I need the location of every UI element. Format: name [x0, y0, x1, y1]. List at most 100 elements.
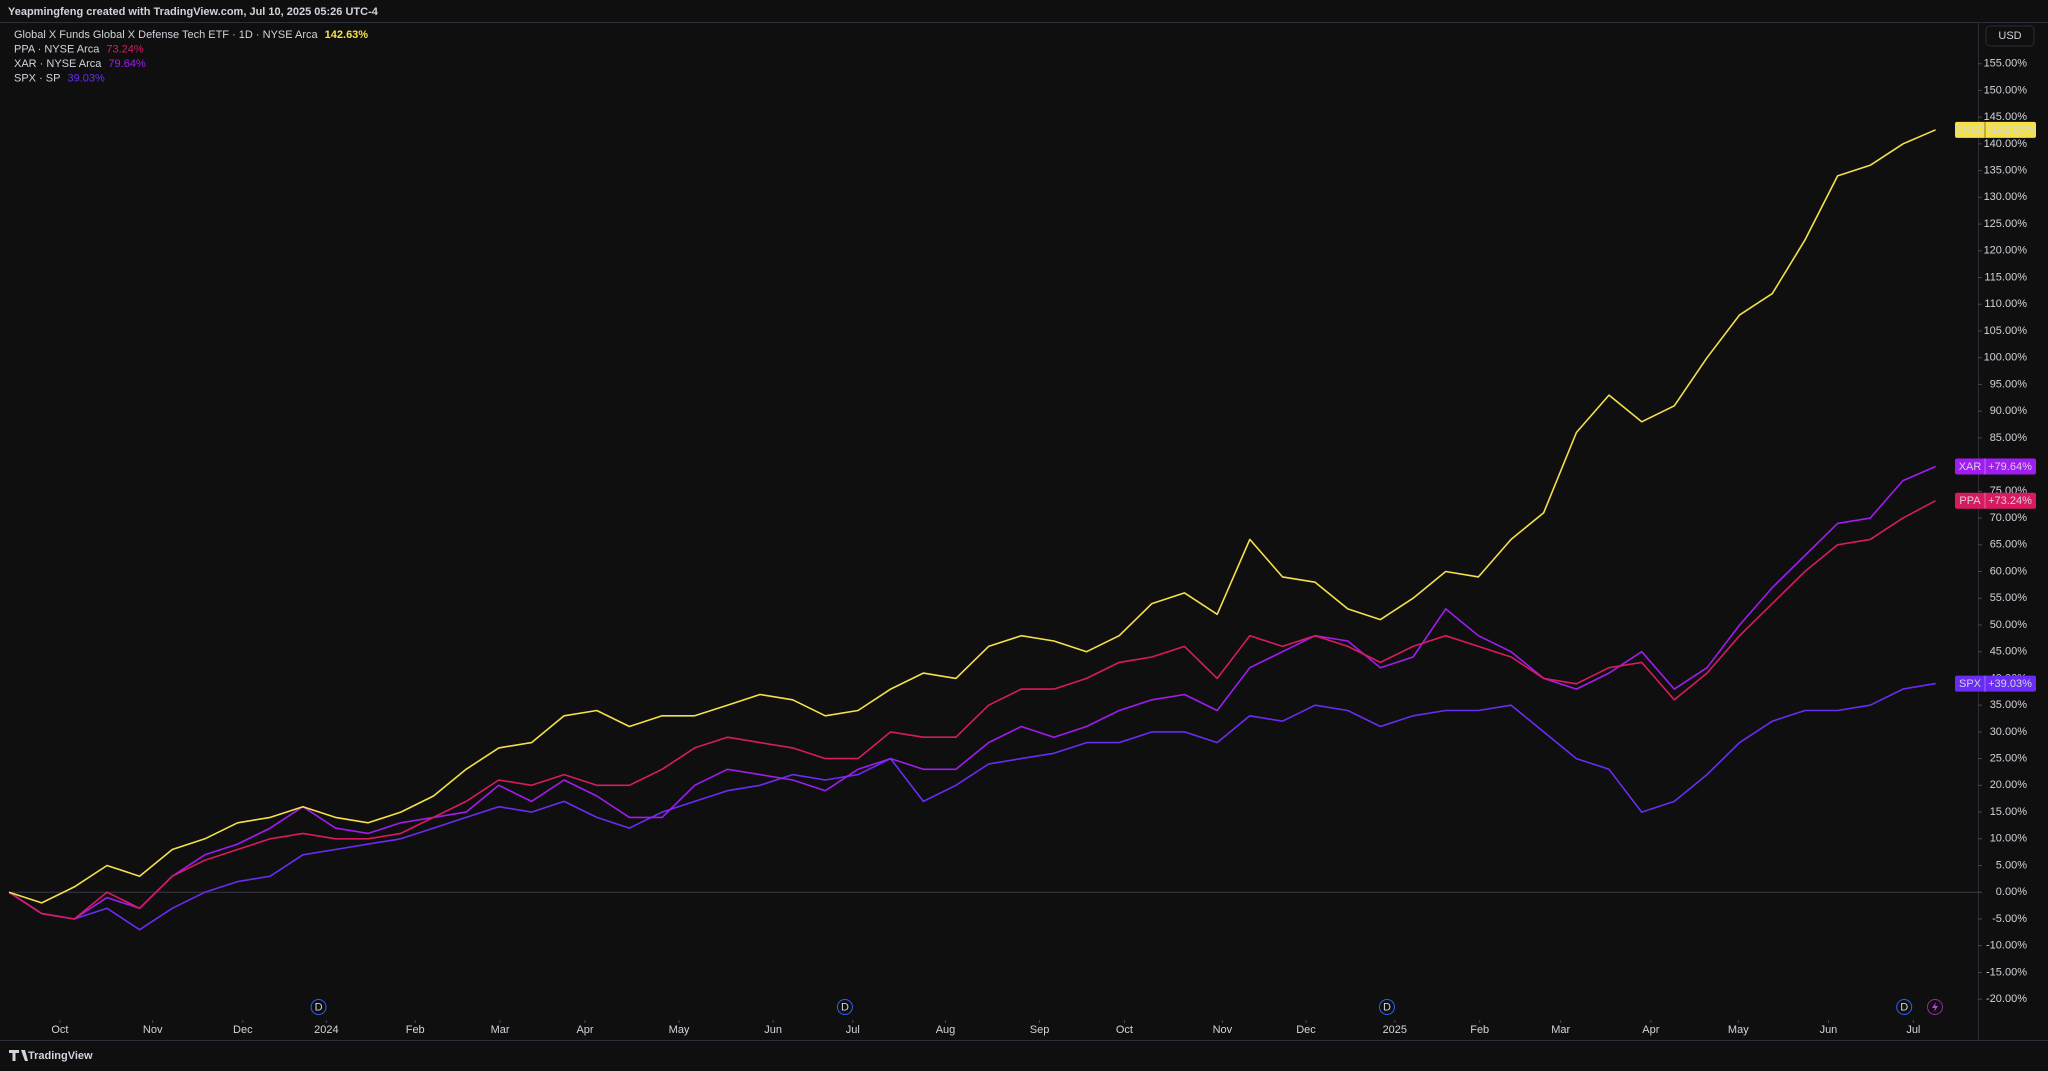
x-tick-label: Oct — [51, 1024, 68, 1036]
badge-value: +73.24% — [1988, 495, 2032, 507]
series-line — [8, 682, 1936, 931]
badge-name: SHLD — [1955, 124, 1984, 136]
badge-name: PPA — [1959, 495, 1981, 507]
logo-icon — [9, 1050, 28, 1061]
x-tick-label: Dec — [1296, 1024, 1316, 1036]
event-marker-label: D — [1900, 1001, 1908, 1013]
series-line — [8, 499, 1936, 920]
currency-button[interactable] — [1985, 25, 2035, 47]
y-tick-label: 135.00% — [1984, 165, 2028, 177]
y-tick-label: 105.00% — [1984, 325, 2028, 337]
series-line — [8, 129, 1936, 904]
y-tick-label: -5.00% — [1992, 913, 2027, 925]
event-marker — [1378, 999, 1395, 1015]
x-tick-label: Nov — [143, 1024, 163, 1036]
y-tick-label: 70.00% — [1990, 512, 2028, 524]
x-tick-label: Jul — [1906, 1024, 1920, 1036]
y-tick-label: -15.00% — [1986, 966, 2027, 978]
y-tick-label: 45.00% — [1990, 646, 2028, 658]
y-tick-label: 65.00% — [1990, 539, 2028, 551]
y-tick-label: -10.00% — [1986, 940, 2027, 952]
badge-value: +39.03% — [1988, 678, 2032, 690]
x-tick-label: May — [669, 1024, 690, 1036]
y-tick-label: 15.00% — [1990, 806, 2028, 818]
x-tick-label: 2025 — [1383, 1024, 1407, 1036]
x-tick-label: Nov — [1213, 1024, 1233, 1036]
event-marker — [836, 999, 853, 1015]
y-tick-label: 125.00% — [1984, 218, 2028, 230]
x-tick-label: May — [1728, 1024, 1749, 1036]
x-tick-label: Feb — [406, 1024, 425, 1036]
y-tick-label: 110.00% — [1984, 298, 2027, 310]
badge-value: +79.64% — [1988, 461, 2032, 473]
x-tick-label: Sep — [1030, 1024, 1050, 1036]
event-marker — [1896, 999, 1913, 1015]
y-tick-label: 95.00% — [1990, 378, 2028, 390]
badge — [1955, 675, 2036, 692]
y-tick-label: 85.00% — [1990, 432, 2028, 444]
y-tick-label: 145.00% — [1984, 111, 2028, 123]
y-tick-label: -20.00% — [1986, 993, 2027, 1005]
badge-value: +142.63% — [1985, 124, 2035, 136]
x-tick-label: Jul — [846, 1024, 860, 1036]
y-tick-label: 10.00% — [1990, 833, 2028, 845]
legend-entry[interactable]: XAR · NYSE Arca 79.64% — [14, 58, 146, 70]
x-tick-label: 2024 — [314, 1024, 338, 1036]
legend-name: PPA · NYSE Arca — [14, 43, 100, 55]
brand: TradingView — [28, 1050, 93, 1062]
y-tick-label: 0.00% — [1996, 886, 2027, 898]
event-marker-label: D — [315, 1001, 323, 1013]
lightning-glyph — [1932, 1002, 1938, 1012]
badge-name: SPX — [1959, 678, 1982, 690]
x-tick-label: Mar — [1551, 1024, 1570, 1036]
caption: Yeapmingfeng created with TradingView.co… — [8, 6, 379, 18]
y-tick-label: 20.00% — [1990, 779, 2028, 791]
badge — [1955, 492, 2036, 509]
y-tick-label: 115.00% — [1984, 271, 2027, 283]
x-tick-label: Oct — [1116, 1024, 1133, 1036]
legend-entry[interactable]: SPX · SP 39.03% — [14, 72, 105, 84]
lightning-icon[interactable] — [1927, 999, 1943, 1015]
event-marker — [310, 999, 327, 1015]
y-tick-label: 60.00% — [1990, 565, 2028, 577]
badge — [1955, 458, 2036, 475]
event-marker-label: D — [1383, 1001, 1391, 1013]
legend-name: SPX · SP — [14, 72, 60, 84]
y-tick-label: 30.00% — [1990, 726, 2028, 738]
y-tick-label: 120.00% — [1984, 245, 2028, 257]
y-tick-label: 130.00% — [1984, 191, 2028, 203]
y-tick-label: 35.00% — [1990, 699, 2028, 711]
x-tick-label: Apr — [576, 1024, 593, 1036]
x-tick-label: Dec — [233, 1024, 253, 1036]
y-tick-label: 90.00% — [1990, 405, 2028, 417]
x-tick-label: Mar — [491, 1024, 510, 1036]
x-tick-label: Feb — [1470, 1024, 1489, 1036]
y-tick-label: 140.00% — [1984, 138, 2028, 150]
series-line — [8, 465, 1936, 920]
y-tick-label: 150.00% — [1984, 84, 2028, 96]
y-tick-label: 25.00% — [1990, 753, 2028, 765]
event-marker-label: D — [841, 1001, 849, 1013]
legend-change: 142.63% — [325, 29, 369, 41]
y-tick-label: 155.00% — [1984, 58, 2028, 70]
y-tick-label: 55.00% — [1990, 592, 2028, 604]
legend-change: 39.03% — [67, 72, 105, 84]
legend-change: 79.64% — [108, 58, 146, 70]
legend-name: XAR · NYSE Arca — [14, 58, 102, 70]
y-tick-label: 100.00% — [1984, 352, 2028, 364]
legend-entry[interactable]: PPA · NYSE Arca 73.24% — [14, 43, 144, 55]
legend-name: Global X Funds Global X Defense Tech ETF… — [14, 29, 319, 41]
y-tick-label: 5.00% — [1996, 859, 2027, 871]
currency[interactable]: USD — [1998, 30, 2021, 42]
y-tick-label: 50.00% — [1990, 619, 2028, 631]
legend-change: 73.24% — [106, 43, 144, 55]
x-tick-label: Jun — [764, 1024, 782, 1036]
legend-entry[interactable]: Global X Funds Global X Defense Tech ETF… — [14, 29, 368, 41]
badge — [1955, 121, 2036, 138]
x-tick-label: Apr — [1642, 1024, 1659, 1036]
x-tick-label: Jun — [1820, 1024, 1838, 1036]
badge-name: XAR — [1959, 461, 1982, 473]
